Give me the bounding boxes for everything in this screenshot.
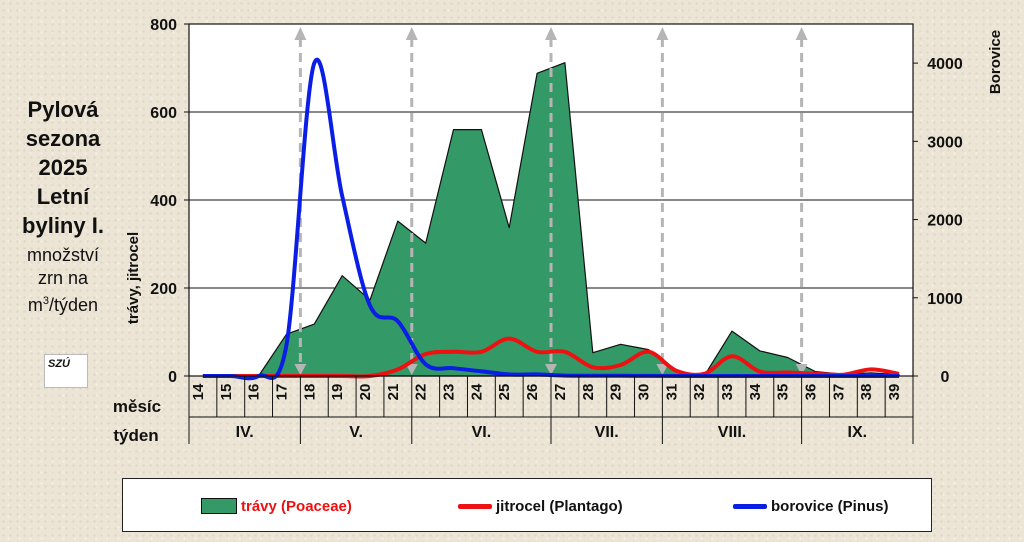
arrow-head-up: [545, 27, 557, 40]
week-tick-label: 39: [886, 384, 903, 401]
month-label: IX.: [848, 424, 868, 441]
month-label: VIII.: [718, 424, 746, 441]
y-left-tick-label: 0: [168, 369, 177, 386]
szu-logo-mark: SZÚ: [48, 358, 70, 370]
title-line: sezona: [25, 126, 101, 151]
title-line: Pylová: [27, 97, 99, 122]
arrow-head-up: [795, 27, 808, 40]
y-left-tick-label: 800: [150, 17, 177, 34]
y-right-tick-label: 1000: [927, 291, 963, 308]
week-tick-label: 34: [747, 383, 764, 400]
week-tick-label: 23: [441, 384, 458, 401]
szu-logo: SZÚ: [44, 354, 88, 388]
chart-subtitle: množství zrn na m3/týden: [8, 244, 118, 317]
week-tick-label: 36: [803, 384, 820, 401]
unit-exponent: 3: [42, 295, 50, 307]
arrow-head-up: [656, 27, 669, 40]
subtitle-line: množství: [26, 245, 100, 265]
month-label: VII.: [595, 424, 619, 441]
subtitle-line: zrn na: [37, 268, 89, 288]
week-tick-label: 29: [608, 384, 625, 401]
month-row-label: měsíc: [113, 397, 161, 416]
y-right-tick-label: 3000: [927, 134, 963, 151]
arrow-head-down: [795, 364, 808, 375]
legend-item-jitrocel: jitrocel (Plantago): [458, 495, 623, 517]
week-tick-label: 32: [691, 384, 708, 401]
week-row-label: týden: [113, 426, 158, 445]
week-tick-label: 30: [635, 384, 652, 401]
pollen-chart: 0 200 400 600 800 0 1000 2000 3000 4000 trávy, jit…: [113, 17, 1004, 445]
week-tick-label: 20: [357, 384, 374, 401]
unit-base: m: [27, 295, 43, 315]
chart-title: Pylová sezona 2025 Letní byliny I.: [8, 95, 118, 240]
y-right-axis-label: Borovice: [987, 30, 1004, 94]
arrow-head-down: [656, 364, 669, 375]
month-label: V.: [349, 424, 363, 441]
week-tick-label: 21: [385, 384, 402, 401]
week-tick-label: 27: [552, 384, 569, 401]
week-tick-label: 24: [468, 383, 485, 400]
arrow-head-down: [294, 364, 307, 375]
y-left-tick-label: 600: [150, 105, 177, 122]
legend-label-jitrocel: jitrocel (Plantago): [496, 497, 623, 515]
chart-legend: trávy (Poaceae) jitrocel (Plantago) boro…: [122, 478, 932, 532]
subtitle-unit: m3/týden: [8, 290, 118, 317]
y-right-tick-label: 0: [941, 369, 950, 386]
legend-label-travy: trávy (Poaceae): [241, 497, 352, 515]
legend-swatch-travy: [201, 498, 237, 514]
week-tick-label: 22: [413, 384, 430, 401]
week-tick-label: 18: [301, 384, 318, 401]
legend-label-borovice: borovice (Pinus): [771, 497, 889, 515]
title-line: 2025: [38, 155, 88, 180]
unit-rest: /týden: [49, 295, 99, 315]
week-tick-label: 31: [663, 384, 680, 401]
legend-item-travy: trávy (Poaceae): [201, 495, 352, 517]
y-left-tick-label: 200: [150, 281, 177, 298]
y-left-tick-label: 400: [150, 193, 177, 210]
week-tick-label: 26: [524, 384, 541, 401]
week-tick-label: 15: [218, 384, 235, 401]
y-right-tick-label: 4000: [927, 56, 963, 73]
week-tick-label: 33: [719, 384, 736, 401]
month-label: IV.: [236, 424, 254, 441]
title-line: byliny I.: [22, 213, 104, 238]
title-line: Letní: [36, 184, 90, 209]
week-tick-label: 19: [329, 384, 346, 401]
week-tick-label: 16: [246, 384, 263, 401]
week-tick-label: 35: [775, 384, 792, 401]
arrow-head-up: [294, 27, 307, 40]
legend-swatch-jitrocel: [458, 503, 492, 509]
week-tick-label: 25: [496, 384, 513, 401]
week-tick-label: 37: [830, 384, 847, 401]
week-tick-label: 38: [858, 384, 875, 401]
y-right-tick-label: 2000: [927, 213, 963, 230]
legend-item-borovice: borovice (Pinus): [733, 495, 889, 517]
y-left-axis-label: trávy, jitrocel: [125, 232, 142, 324]
arrow-head-up: [405, 27, 418, 40]
month-label: VI.: [472, 424, 492, 441]
legend-swatch-borovice: [733, 503, 767, 509]
week-tick-label: 28: [580, 384, 597, 401]
arrow-head-down: [545, 364, 557, 375]
week-tick-label: 17: [273, 384, 290, 401]
arrow-head-down: [405, 364, 418, 375]
week-tick-label: 14: [190, 383, 207, 400]
